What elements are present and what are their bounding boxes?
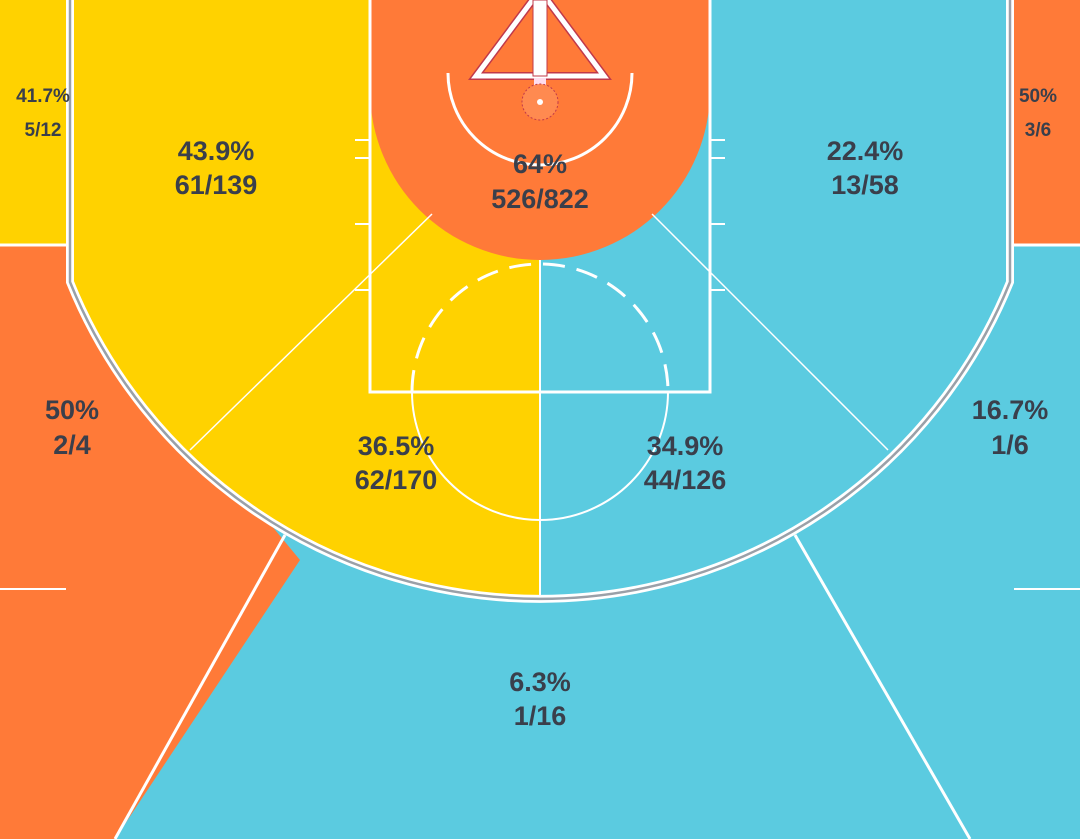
right-elbow-made: 44/126: [644, 465, 727, 495]
zone-left-corner-three[interactable]: [0, 0, 66, 245]
restricted-pct: 64%: [513, 149, 567, 179]
restricted-made: 526/822: [491, 184, 589, 214]
zone-restricted-area[interactable]: [370, 0, 710, 260]
left-corner-pct: 41.7%: [16, 86, 70, 107]
zone-left-wing-three[interactable]: [0, 245, 300, 839]
top-three-made: 1/16: [514, 701, 567, 731]
left-wing-pct: 50%: [45, 395, 99, 425]
right-baseline-made: 13/58: [831, 170, 899, 200]
left-elbow-pct: 36.5%: [358, 431, 435, 461]
right-corner-made: 3/6: [1025, 120, 1051, 141]
left-elbow-made: 62/170: [355, 465, 438, 495]
left-corner-made: 5/12: [25, 120, 62, 141]
zone-right-corner-three[interactable]: [1014, 0, 1080, 245]
left-baseline-pct: 43.9%: [178, 136, 255, 166]
basket-stanchion-icon: [468, 0, 612, 121]
free-throw-circle-bottom: [411, 391, 669, 521]
zone-labels: 41.7% 5/12 50% 3/6 64% 526/822 43.9% 61/…: [16, 86, 1057, 731]
right-wing-made: 1/6: [991, 430, 1029, 460]
restricted-arc: [446, 72, 634, 167]
top-three-pct: 6.3%: [509, 667, 571, 697]
left-baseline-made: 61/139: [175, 170, 258, 200]
free-throw-circle-top: [410, 262, 670, 393]
paint-outline: [368, 0, 712, 394]
left-wing-made: 2/4: [53, 430, 91, 460]
right-wing-pct: 16.7%: [972, 395, 1049, 425]
right-corner-pct: 50%: [1019, 86, 1057, 107]
right-elbow-pct: 34.9%: [647, 431, 724, 461]
right-baseline-pct: 22.4%: [827, 136, 904, 166]
